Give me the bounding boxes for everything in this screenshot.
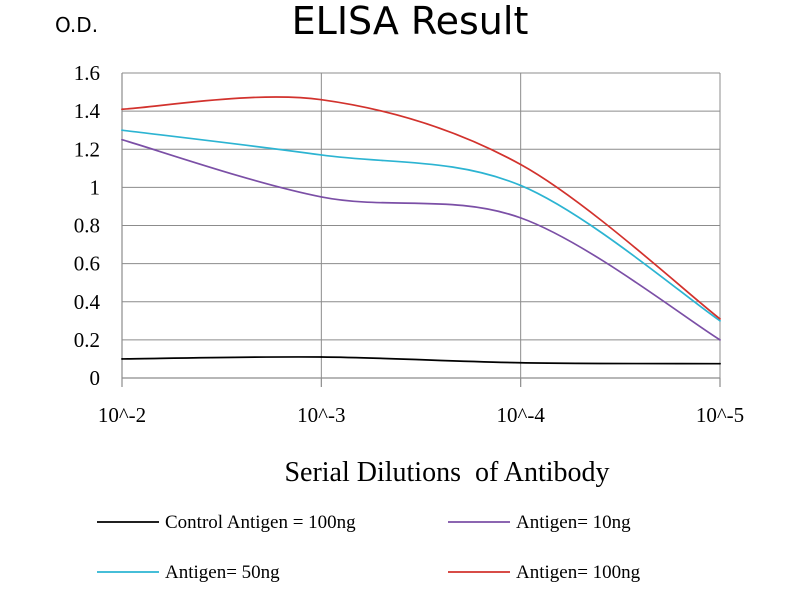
series-line bbox=[121, 96, 721, 320]
series-line bbox=[121, 356, 721, 365]
y-tick-label: 1.6 bbox=[74, 61, 100, 85]
x-tick-label: 10^-3 bbox=[297, 403, 345, 427]
y-tick-label: 0 bbox=[90, 366, 101, 390]
y-tick-label: 0.6 bbox=[74, 252, 100, 276]
y-tick-label: 0.4 bbox=[74, 290, 101, 314]
y-axis-label: O.D. bbox=[55, 13, 98, 37]
data-point bbox=[519, 361, 522, 364]
y-tick-label: 0.8 bbox=[74, 214, 100, 238]
series-line bbox=[121, 129, 721, 322]
data-point bbox=[719, 318, 721, 320]
tick-labels: 0 0.2 0.4 0.6 0.8 1 1.2 1.4 1.6 10^-2 10^-3 10^-4 10… bbox=[74, 61, 744, 427]
data-point bbox=[519, 216, 522, 219]
grid bbox=[121, 72, 721, 387]
x-axis-label: Serial Dilutions of Antibody bbox=[284, 457, 609, 488]
x-tick-label: 10^-4 bbox=[496, 403, 545, 427]
data-point bbox=[320, 98, 323, 101]
y-tick-label: 1.4 bbox=[74, 99, 101, 123]
data-point bbox=[320, 356, 323, 358]
data-point bbox=[719, 319, 721, 322]
legend-label: Antigen= 50ng bbox=[165, 562, 280, 583]
y-tick-label: 1 bbox=[90, 175, 101, 199]
chart-title: ELISA Result bbox=[292, 0, 529, 43]
series-lines bbox=[121, 96, 721, 365]
legend-label: Antigen= 100ng bbox=[516, 562, 641, 583]
data-point bbox=[719, 362, 721, 365]
legend-label: Control Antigen = 100ng bbox=[165, 512, 356, 533]
data-point bbox=[121, 108, 123, 111]
y-tick-label: 1.2 bbox=[74, 137, 100, 161]
legend-label: Antigen= 10ng bbox=[516, 512, 631, 533]
x-tick-label: 10^-2 bbox=[98, 403, 146, 427]
data-point bbox=[519, 163, 522, 166]
series-line bbox=[121, 138, 721, 341]
legend: Control Antigen = 100ng Antigen= 10ng Anti… bbox=[97, 512, 641, 583]
data-point bbox=[719, 338, 721, 341]
data-point bbox=[121, 129, 123, 132]
data-point bbox=[320, 154, 323, 156]
x-tick-label: 10^-5 bbox=[696, 403, 744, 427]
data-point bbox=[121, 138, 123, 141]
data-point bbox=[121, 358, 123, 360]
data-point bbox=[519, 184, 522, 187]
data-point bbox=[320, 196, 323, 198]
y-tick-label: 0.2 bbox=[74, 328, 100, 352]
